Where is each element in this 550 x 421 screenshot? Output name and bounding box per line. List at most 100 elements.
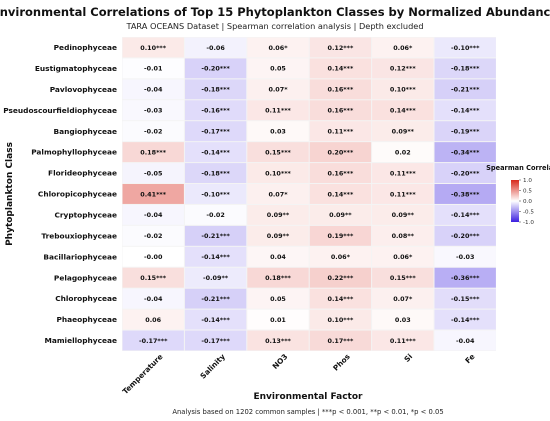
cell-label: -0.09** [203, 274, 229, 282]
heatmap-cell [434, 246, 496, 267]
cell-label: 0.10*** [140, 44, 166, 52]
heatmap-cell [247, 225, 309, 246]
legend-tick-label: -0.5 [523, 210, 534, 216]
legend-tick-label: 1.0 [523, 178, 532, 184]
plot-background [122, 37, 496, 351]
heatmap-cell [184, 79, 247, 100]
row-label: Bacillariophyceae [43, 252, 117, 261]
heatmap-cell [122, 225, 184, 246]
cell-label: -0.14*** [451, 316, 480, 324]
column-labels: Temperature Salinity NO3 Phos Si Fe [121, 352, 477, 396]
cell-label: 0.15*** [390, 274, 416, 282]
heatmap-cell [122, 246, 184, 267]
heatmap-cell [184, 100, 247, 121]
heatmap-cell [309, 79, 372, 100]
cell-label: -0.14*** [201, 316, 230, 324]
heatmap-cell [434, 267, 496, 288]
heatmap-cell [122, 79, 184, 100]
cell-label: 0.04 [270, 253, 286, 261]
cell-label: 0.06* [331, 253, 351, 261]
cell-label: -0.04 [144, 295, 163, 303]
heatmap-cell [184, 330, 247, 351]
heatmap-cell [309, 204, 372, 225]
column-label: Temperature [121, 352, 165, 396]
heatmap-cell [434, 58, 496, 79]
color-legend: Spearman Correlation 1.0 0.5 0.0 -0.5 -1.0 [486, 164, 550, 226]
heatmap-cell [247, 121, 309, 142]
heatmap-cell [309, 267, 372, 288]
legend-tick-label: -1.0 [523, 220, 534, 226]
heatmap-cell [372, 225, 434, 246]
chart-subtitle: TARA OCEANS Dataset | Spearman correlati… [125, 21, 423, 31]
cell-label: -0.16*** [201, 107, 230, 115]
heatmap-cell [184, 142, 247, 163]
heatmap-cell [372, 121, 434, 142]
heatmap-cell [122, 288, 184, 309]
cell-label: -0.10*** [201, 190, 230, 198]
cell-label: -0.14*** [201, 148, 230, 156]
cell-label: 0.11*** [390, 337, 416, 345]
row-label: Trebouxiophyceae [41, 231, 117, 240]
cell-label: 0.06 [145, 316, 161, 324]
cell-label: 0.07* [268, 86, 288, 94]
heatmap-cell [184, 163, 247, 184]
cell-label: -0.03 [144, 107, 162, 115]
heatmap-cell [372, 163, 434, 184]
heatmap-cell [372, 142, 434, 163]
cell-label: 0.13*** [265, 337, 291, 345]
cell-label: 0.12*** [390, 65, 416, 73]
heatmap-cell [372, 246, 434, 267]
heatmap-cell [309, 142, 372, 163]
cell-label: 0.18*** [140, 148, 166, 156]
heatmap-cell [184, 309, 247, 330]
heatmap-cell [372, 37, 434, 58]
heatmap-cell [184, 267, 247, 288]
heatmap-cell [309, 288, 372, 309]
y-axis-title: Phytoplankton Class [5, 142, 15, 246]
cell-label: 0.09** [267, 211, 290, 219]
heatmap-cell [184, 288, 247, 309]
cell-label: -0.10*** [451, 44, 480, 52]
row-label: Pavlovophyceae [50, 85, 117, 94]
cell-label: -0.05 [144, 169, 162, 177]
cell-label: 0.22*** [328, 274, 354, 282]
heatmap-cell [372, 79, 434, 100]
cell-label: 0.15*** [140, 274, 166, 282]
heatmap-cell [434, 288, 496, 309]
heatmap-cell [309, 163, 372, 184]
heatmap-cells: 0.10*** -0.06 0.06* 0.12*** 0.06* -0.10*** -0.… [122, 37, 496, 351]
cell-label: 0.15*** [265, 148, 291, 156]
heatmap-cell [122, 58, 184, 79]
cell-label: 0.16*** [328, 107, 354, 115]
column-label: Phos [331, 352, 352, 373]
cell-label: 0.03 [395, 316, 411, 324]
heatmap-cell [247, 204, 309, 225]
cell-label: -0.34*** [451, 148, 480, 156]
cell-label: -0.18*** [201, 86, 230, 94]
heatmap-cell [247, 79, 309, 100]
chart-title: Environmental Correlations of Top 15 Phy… [0, 5, 550, 19]
cell-label: 0.11*** [328, 127, 354, 135]
column-label: Si [402, 352, 414, 364]
heatmap-cell [122, 309, 184, 330]
cell-label: -0.14*** [451, 107, 480, 115]
heatmap-cell [184, 121, 247, 142]
heatmap-cell [372, 309, 434, 330]
cell-label: -0.36*** [451, 274, 480, 282]
row-label: Phaeophyceae [56, 315, 117, 324]
cell-label: 0.17*** [328, 337, 354, 345]
legend-colorbar [511, 180, 519, 222]
row-label: Pelagophyceae [54, 273, 117, 282]
heatmap-cell [372, 100, 434, 121]
heatmap-cell [247, 37, 309, 58]
heatmap-cell [247, 267, 309, 288]
heatmap-cell [309, 37, 372, 58]
cell-label: 0.09** [267, 232, 290, 240]
legend-title: Spearman Correlation [486, 164, 550, 172]
cell-label: 0.05 [270, 295, 286, 303]
cell-label: 0.19*** [328, 232, 354, 240]
cell-label: -0.38*** [451, 190, 480, 198]
cell-label: 0.06* [393, 44, 413, 52]
cell-label: -0.20*** [451, 169, 480, 177]
